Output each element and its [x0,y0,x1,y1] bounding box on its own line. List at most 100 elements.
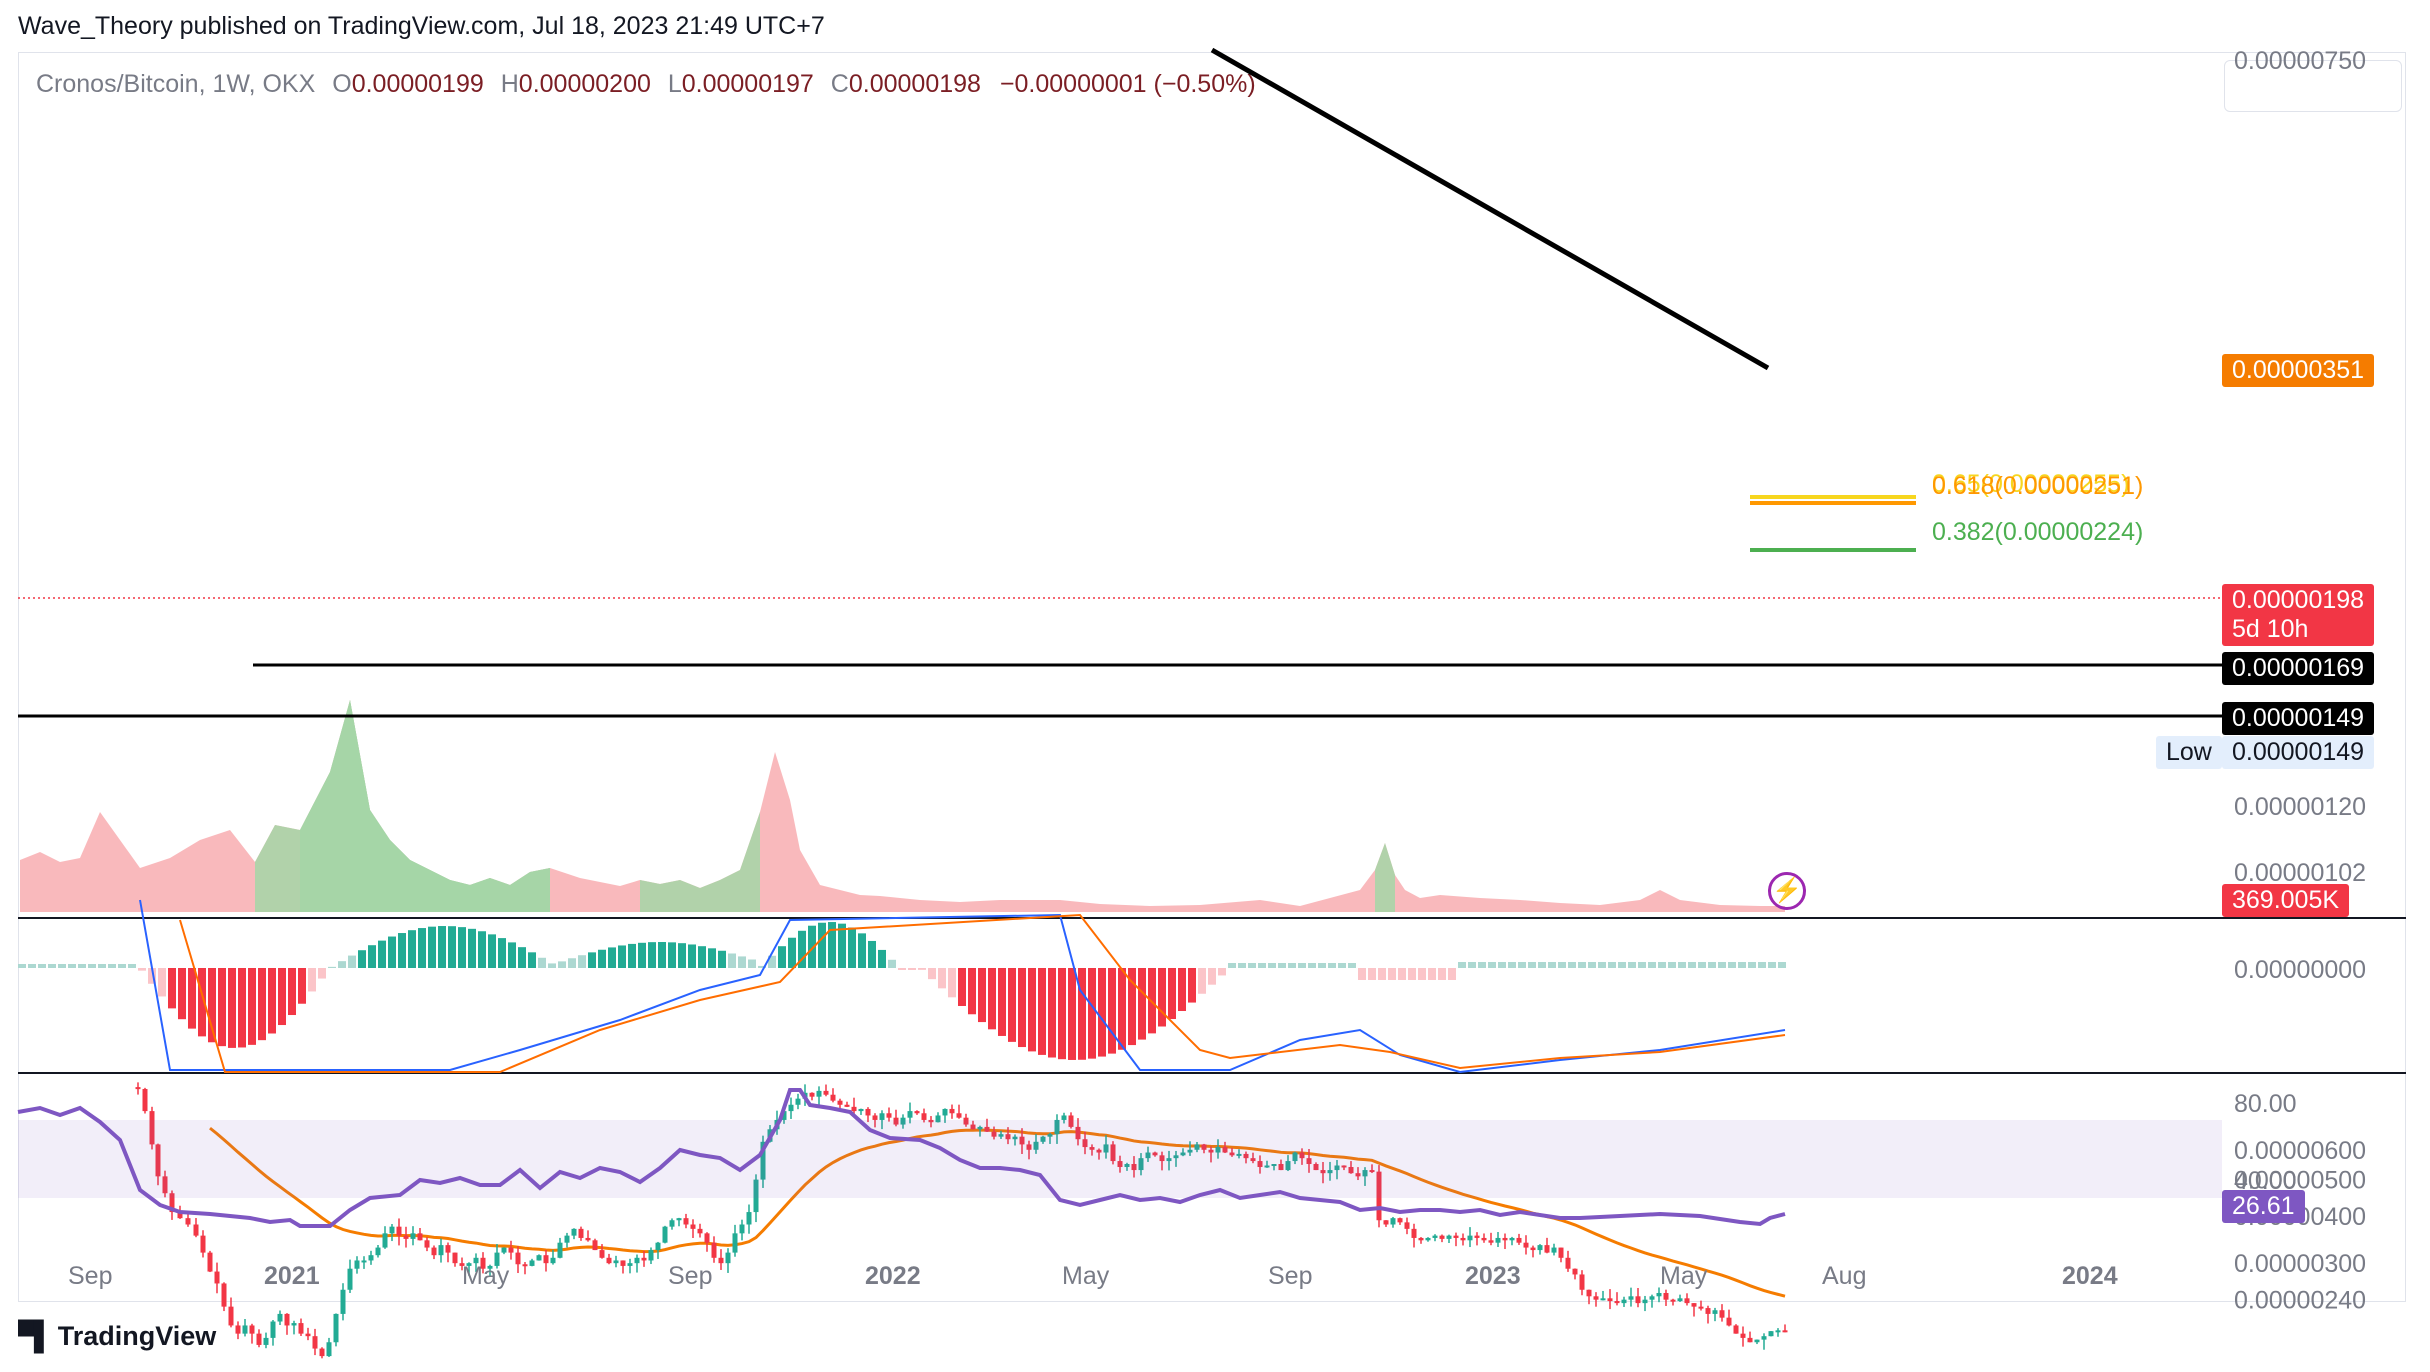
macd-histogram-bar [988,968,996,1030]
macd-histogram-bar [1328,963,1336,968]
candle-body [508,1247,514,1253]
candle-body [277,1313,283,1322]
candle-body [928,1119,934,1123]
fib-618-label: 0.618(0.00000251) [1932,472,2144,500]
candle-body [1495,1237,1501,1243]
time-label: 2022 [865,1262,921,1290]
candle-body [1019,1136,1025,1145]
macd-histogram-bar [718,950,726,968]
candle-body [1222,1147,1228,1153]
candle-body [221,1283,227,1307]
candle-body [1551,1247,1557,1253]
macd-histogram-bar [1598,962,1606,968]
candle-body [1719,1310,1725,1318]
candle [305,1327,311,1341]
volume-area-fill [20,700,1785,912]
candle [746,1204,752,1234]
candle [690,1219,696,1239]
candle [431,1245,437,1260]
tradingview-logo[interactable]: ▀▌ TradingView [18,1320,216,1352]
lightning-icon[interactable]: ⚡ [1768,872,1806,910]
macd-histogram-bar [1008,968,1016,1042]
macd-histogram-bar [228,968,236,1048]
candle-body [389,1226,395,1234]
candle-body [1621,1299,1627,1304]
macd-histogram-bar [618,945,626,968]
legend-high-label: H [500,70,519,98]
macd-histogram-bar [1448,968,1456,980]
candle [949,1104,955,1119]
macd-histogram-bar [1398,968,1406,980]
candle [1495,1232,1501,1247]
candle-body [1152,1152,1158,1156]
candle-body [1754,1339,1760,1343]
macd-histogram-bar [628,943,636,968]
macd-histogram-bar [368,945,376,968]
macd-histogram-bar [888,959,896,968]
candle [844,1101,850,1108]
candle-body [809,1092,815,1097]
macd-histogram-bar [78,964,86,968]
time-label: Sep [68,1262,112,1290]
candle-body [142,1088,148,1112]
macd-pane [18,899,1786,1074]
macd-histogram-bar [578,955,586,968]
rsi-pane [17,1088,2222,1228]
candle-body [865,1108,871,1116]
candle [1103,1135,1109,1159]
candle [1033,1134,1039,1154]
macd-histogram-bar [1098,968,1106,1057]
candle [550,1249,556,1265]
macd-histogram-bar [98,964,106,968]
candle-body [515,1252,521,1265]
candle-body [1390,1218,1396,1225]
support-2-tag: 0.00000149 [2222,702,2375,735]
candle-body [1306,1158,1312,1165]
candle-body [452,1252,458,1264]
candle [599,1244,605,1259]
candle [155,1143,161,1186]
candle-body [606,1257,612,1264]
macd-histogram-bar [1078,968,1086,1060]
macd-histogram-bar [1168,968,1176,1020]
candle [1250,1152,1256,1164]
candle-body [1544,1245,1550,1253]
candle [1481,1233,1487,1243]
candle [459,1257,465,1271]
candle [340,1283,346,1321]
legend-close: 0.00000198 [848,70,981,98]
ema-line [209,1126,1786,1298]
macd-histogram-bar [328,966,336,968]
macd-histogram-bar [388,936,396,968]
candle-body [529,1260,535,1266]
chart-toolbar-box[interactable] [2224,60,2402,112]
candle-body [396,1226,402,1236]
candle [816,1086,822,1107]
candle-body [319,1348,325,1357]
candle-body [177,1212,183,1219]
candle [1649,1294,1655,1308]
macd-histogram-bar [88,964,96,968]
legend-high: 0.00000200 [518,70,651,98]
candle-body [557,1242,563,1258]
candle-body [1460,1237,1466,1241]
levels [18,47,2222,718]
macd-histogram-bar [908,968,916,970]
candle [753,1174,759,1223]
candle-body [795,1098,801,1105]
macd-histogram-bar [1368,968,1376,980]
legend-close-label: C [830,70,849,98]
candle-body [676,1218,682,1221]
candle [788,1097,794,1119]
candle [480,1252,486,1274]
candle [1712,1307,1718,1322]
legend-symbol[interactable]: Cronos/Bitcoin, 1W, OKX [36,70,316,98]
candle-body [1131,1164,1137,1171]
macd-histogram-bar [688,944,696,968]
macd-histogram-bar [538,957,546,968]
candle [641,1250,647,1267]
macd-histogram-bar [1508,962,1516,968]
candle [1698,1300,1704,1311]
candle-body [1467,1235,1473,1241]
